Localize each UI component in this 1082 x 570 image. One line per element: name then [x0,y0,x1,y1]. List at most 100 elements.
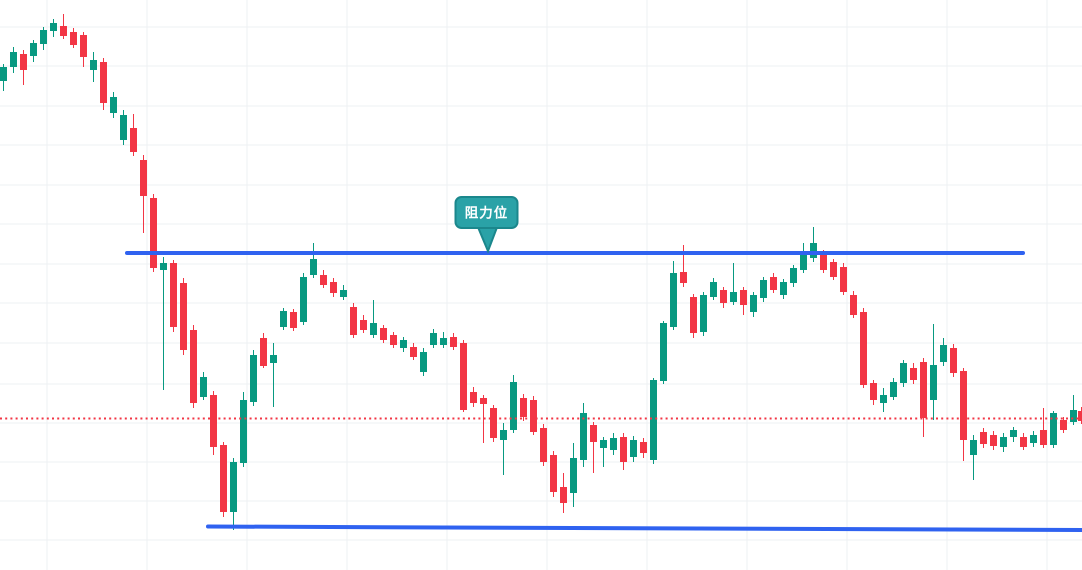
candle [590,422,597,473]
candle-body [1020,437,1027,447]
candle [60,14,67,39]
candle-body [700,295,707,332]
candle [280,308,287,330]
candle [180,278,187,355]
candle [730,263,737,305]
candle-body [200,377,207,397]
candle [960,368,967,461]
candle-body [970,440,977,455]
candle [830,259,837,280]
candle [90,52,97,82]
candle-body [790,268,797,283]
candle [370,300,377,338]
candle-body [770,277,777,290]
candle-body [500,430,507,440]
candle [320,270,327,288]
candle [1030,431,1037,447]
candle [1060,417,1067,433]
candle-body [1030,435,1037,443]
candle [160,257,167,390]
candle [710,278,717,300]
candle [540,424,547,466]
support-trendline[interactable] [206,524,1082,532]
candle-body [80,35,87,57]
candle [1070,395,1077,425]
candle [550,451,557,497]
candle-body [220,445,227,512]
candle [610,433,617,455]
candle-body [760,280,767,298]
candle-body [630,440,637,457]
candle-body [210,395,217,447]
candle-body [320,275,327,285]
candle [340,285,347,300]
candle-body [240,400,247,463]
candle-body [570,458,577,493]
candle [1050,411,1057,448]
candle-body [170,263,177,327]
candle-body [10,52,17,67]
candle-body [480,398,487,404]
candle-body [550,455,557,492]
candle [530,396,537,435]
candle-body [70,32,77,45]
candle [490,405,497,442]
candle [120,110,127,145]
candle [250,350,257,406]
candle-body [300,277,307,322]
candle [760,277,767,302]
candle [170,260,177,332]
candle-body [930,365,937,400]
candle [410,343,417,360]
candle-body [340,290,347,297]
candle [780,279,787,299]
candle [700,292,707,336]
candle [480,395,487,443]
candle-body [20,54,27,70]
resistance-callout[interactable]: 阻力位 [454,196,519,254]
candle [70,28,77,48]
candle-body [230,462,237,512]
candle [130,114,137,156]
candle-body [430,333,437,345]
candle-body [540,428,547,462]
candle [720,287,727,308]
candle-body [1060,420,1067,430]
candle-body [330,282,337,293]
candle [660,321,667,384]
candle-body [50,23,57,31]
candle-body [510,382,517,430]
candle-body [0,67,7,81]
candle-body [710,282,717,297]
candle-body [590,425,597,442]
candle-body [920,362,927,418]
candle [920,358,927,437]
candle [870,380,877,405]
candle-body [490,408,497,438]
candle-body [1000,437,1007,447]
candle [670,261,677,330]
candle-body [910,368,917,380]
candle-body [260,338,267,366]
candle-body [780,282,787,295]
resistance-label: 阻力位 [465,205,509,222]
candle-body [290,312,297,328]
candle [110,92,117,118]
candle [440,332,447,348]
candle [0,64,7,91]
candle [450,333,457,350]
candle [10,47,17,73]
candle-body [990,435,997,446]
candle [260,333,267,368]
candle [220,442,227,517]
candle-body [860,312,867,385]
candle [600,437,607,467]
candle-body [890,382,897,397]
candle [1040,408,1047,448]
candle [140,155,147,233]
candle-body [350,307,357,335]
candle-body [130,128,137,152]
candle [390,332,397,348]
